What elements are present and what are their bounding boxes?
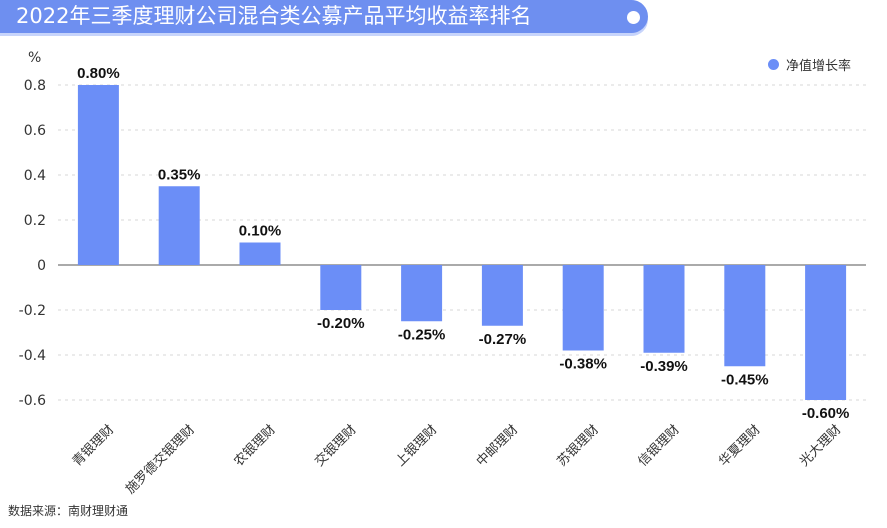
data-label: 0.10% xyxy=(239,223,282,240)
bar-农银理财 xyxy=(239,242,281,265)
bar-青银理财 xyxy=(77,85,119,265)
data-label: -0.39% xyxy=(640,358,688,375)
category-label: 光大理财 xyxy=(797,422,844,469)
y-tick-label: 0.4 xyxy=(24,168,46,184)
y-tick-label: -0.6 xyxy=(19,393,46,409)
title-decoration-dot xyxy=(627,11,640,24)
legend-label: 净值增长率 xyxy=(785,59,851,74)
category-label: 华夏理财 xyxy=(716,422,763,469)
data-label: -0.60% xyxy=(802,405,850,422)
bar-信银理财 xyxy=(643,265,685,353)
category-label: 信银理财 xyxy=(635,422,682,469)
chart-title: 2022年三季度理财公司混合类公募产品平均收益率排名 xyxy=(16,4,532,28)
y-tick-label: -0.2 xyxy=(19,303,46,319)
data-source-note: 数据来源：南财理财通 xyxy=(8,504,129,518)
category-label: 上银理财 xyxy=(393,422,440,469)
data-label: -0.45% xyxy=(721,371,769,388)
category-label: 施罗德交银理财 xyxy=(122,422,198,498)
y-tick-label: 0.2 xyxy=(24,213,46,229)
bar-交银理财 xyxy=(320,265,362,310)
title-banner: 2022年三季度理财公司混合类公募产品平均收益率排名 xyxy=(0,0,648,33)
y-tick-label: 0.6 xyxy=(24,123,46,139)
y-tick-label: 0.8 xyxy=(24,78,46,94)
category-label: 农银理财 xyxy=(231,422,278,469)
data-label: 0.35% xyxy=(158,166,201,183)
data-label: -0.20% xyxy=(317,315,365,332)
data-label: -0.25% xyxy=(398,326,446,343)
category-label: 中邮理财 xyxy=(474,422,521,469)
y-tick-label: -0.4 xyxy=(19,348,46,364)
data-label: -0.27% xyxy=(479,331,527,348)
legend-swatch xyxy=(767,59,779,70)
bar-苏银理财 xyxy=(562,265,604,351)
category-label: 青银理财 xyxy=(70,422,117,469)
category-label: 苏银理财 xyxy=(554,422,602,470)
legend: 净值增长率 xyxy=(767,55,851,74)
data-label: -0.38% xyxy=(559,356,607,373)
bar-光大理财 xyxy=(805,265,847,400)
category-label: 交银理财 xyxy=(312,422,360,470)
bar-上银理财 xyxy=(401,265,443,322)
y-axis-unit-label: % xyxy=(28,50,41,66)
bar-中邮理财 xyxy=(481,265,523,326)
bar-施罗德交银理财 xyxy=(158,186,200,265)
data-label: 0.80% xyxy=(77,65,120,82)
bar-华夏理财 xyxy=(724,265,766,367)
y-tick-label: 0 xyxy=(37,258,46,274)
